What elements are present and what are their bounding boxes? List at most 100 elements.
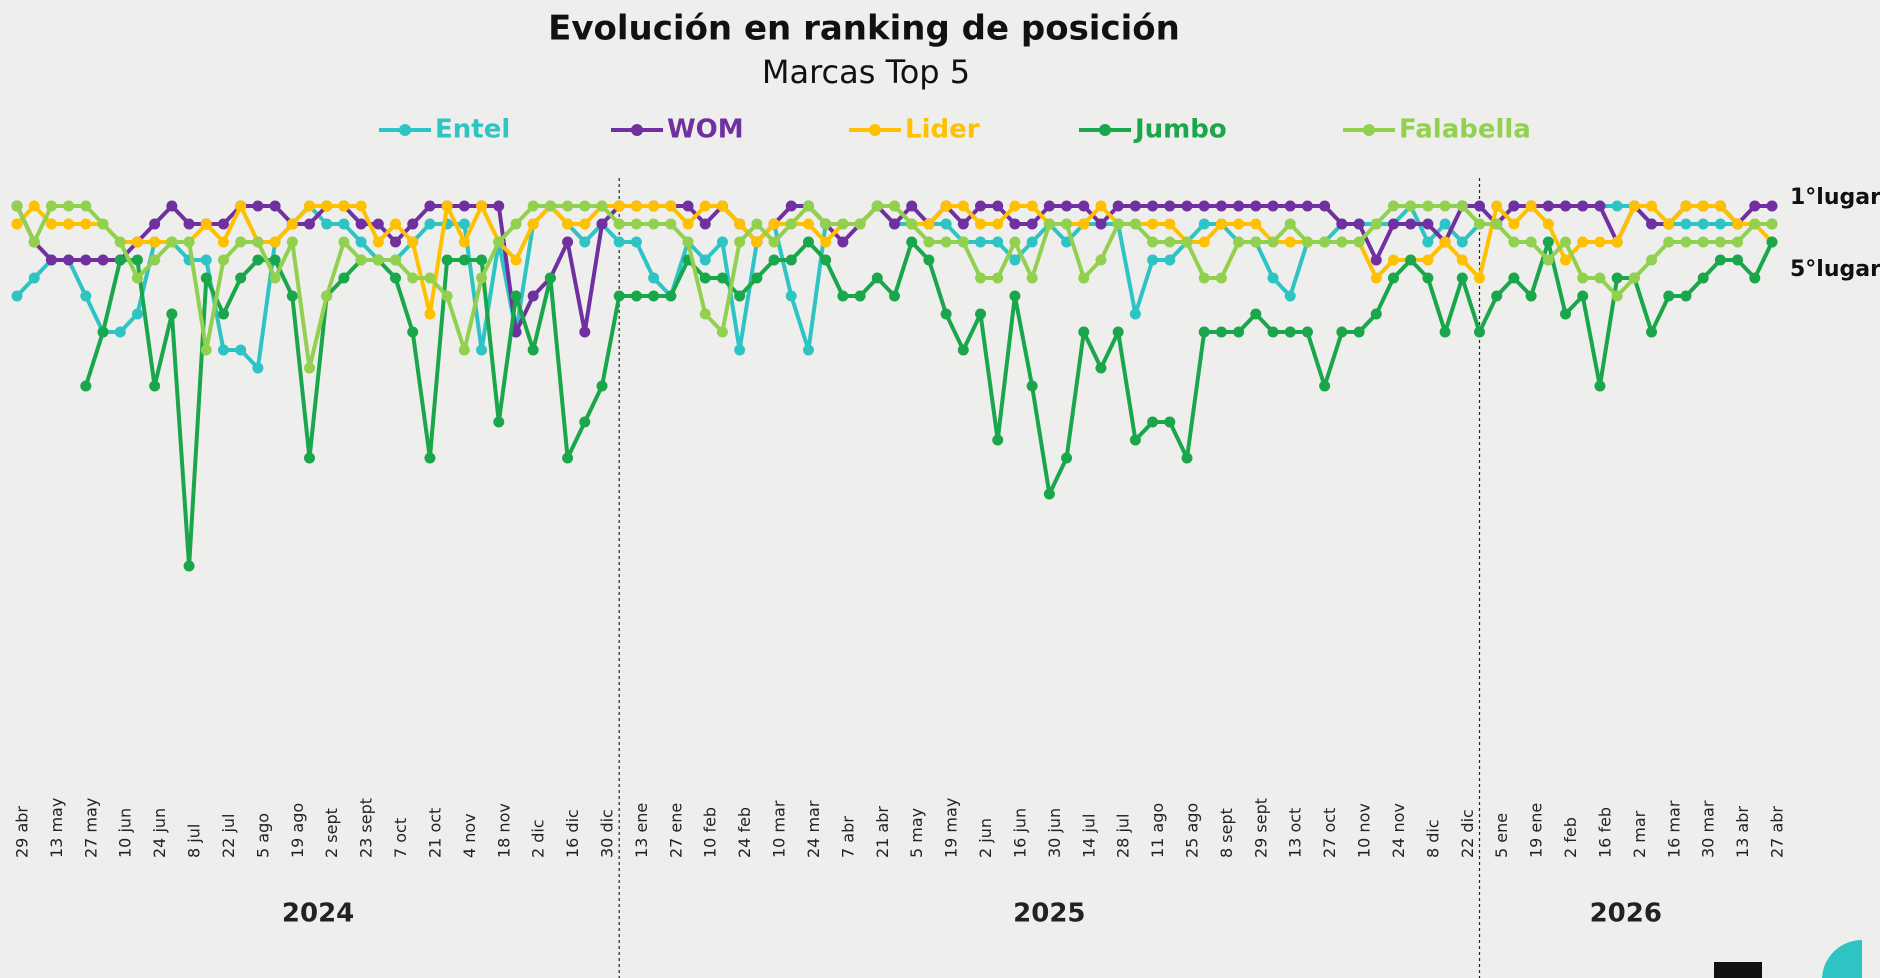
year-label: 2026 (1590, 899, 1662, 929)
x-tick-label: 30 jun (1045, 808, 1064, 858)
series-point (802, 236, 814, 248)
series-point (1129, 308, 1141, 320)
series-point (751, 272, 763, 284)
series-point (424, 218, 436, 230)
series-point (286, 290, 298, 302)
series-point (424, 200, 436, 212)
series-point (1233, 200, 1245, 212)
x-tick-label: 19 ago (288, 803, 307, 858)
series-point (716, 200, 728, 212)
series-point (1405, 200, 1417, 212)
series-point (1525, 290, 1537, 302)
series-point (527, 200, 539, 212)
legend-label: Lider (905, 115, 980, 145)
series-point (1301, 200, 1313, 212)
series-point (1129, 218, 1141, 230)
series-point (1147, 254, 1159, 266)
series-point (304, 218, 315, 230)
series-point (407, 236, 419, 248)
series-point (1095, 254, 1107, 266)
series-point (1594, 200, 1606, 212)
series-point (355, 236, 367, 248)
x-tick-label: 10 mar (770, 800, 789, 858)
series-point (114, 326, 126, 338)
series-point (923, 236, 935, 248)
series-point (1233, 326, 1245, 338)
series-point (424, 308, 436, 320)
series-point (802, 344, 814, 356)
series-point (1560, 308, 1572, 320)
y-tick-label: 5°lugar (1790, 257, 1880, 282)
series-point (338, 218, 350, 230)
series-point (1147, 218, 1159, 230)
series-point (1680, 290, 1692, 302)
series-point (11, 218, 23, 230)
logo-block (1714, 962, 1762, 978)
series-point (252, 362, 264, 374)
series-point (1456, 254, 1468, 266)
series-point (1319, 380, 1331, 392)
series-point (97, 326, 109, 338)
series-point (785, 218, 797, 230)
series-point (80, 254, 92, 266)
series-point (1525, 200, 1537, 212)
series-point (854, 290, 866, 302)
series-point (355, 200, 367, 212)
series-point (682, 200, 694, 212)
series-point (149, 218, 161, 230)
x-tick-label: 11 ago (1148, 803, 1167, 858)
series-point (1215, 272, 1227, 284)
series-point (235, 272, 247, 284)
series-point (1697, 218, 1709, 230)
x-tick-label: 27 abr (1768, 806, 1787, 858)
series-point (975, 200, 987, 212)
series-point (458, 344, 470, 356)
series-point (1284, 236, 1296, 248)
series-point (1078, 200, 1090, 212)
x-tick-label: 27 oct (1320, 808, 1339, 858)
series-point (149, 236, 161, 248)
series-point (1147, 416, 1159, 428)
series-point (1611, 200, 1623, 212)
series-point (699, 218, 711, 230)
series-point (1508, 236, 1520, 248)
series-point (510, 254, 522, 266)
series-point (1319, 200, 1331, 212)
series-point (1284, 290, 1296, 302)
series-point (1198, 326, 1210, 338)
series-point (1422, 218, 1434, 230)
series-point (304, 362, 315, 374)
series-point (1129, 434, 1141, 446)
series-point (149, 380, 161, 392)
series-point (183, 560, 195, 572)
series-point (200, 254, 212, 266)
series-point (854, 218, 866, 230)
series-point (889, 290, 900, 302)
series-point (562, 218, 574, 230)
x-tick-label: 18 nov (494, 803, 513, 858)
series-point (1284, 200, 1296, 212)
series-point (1646, 218, 1658, 230)
series-point (1594, 380, 1606, 392)
series-point (613, 290, 625, 302)
series-point (1542, 200, 1554, 212)
series-point (1095, 218, 1107, 230)
series-point (28, 236, 40, 248)
series-point (837, 218, 849, 230)
series-point (1714, 254, 1726, 266)
series-point (476, 344, 488, 356)
x-tick-label: 27 ene (666, 803, 685, 858)
series-point (682, 236, 694, 248)
series-point (837, 290, 849, 302)
year-label: 2025 (1013, 899, 1085, 929)
series-point (1749, 200, 1761, 212)
logo-arc (1822, 939, 1862, 978)
series-point (957, 236, 969, 248)
series-line (83, 240, 1774, 568)
series-point (1560, 254, 1572, 266)
series-point (1164, 200, 1176, 212)
series-point (28, 272, 40, 284)
series-point (1456, 272, 1468, 284)
series-point (476, 200, 488, 212)
chart-subtitle: Marcas Top 5 (762, 53, 970, 91)
